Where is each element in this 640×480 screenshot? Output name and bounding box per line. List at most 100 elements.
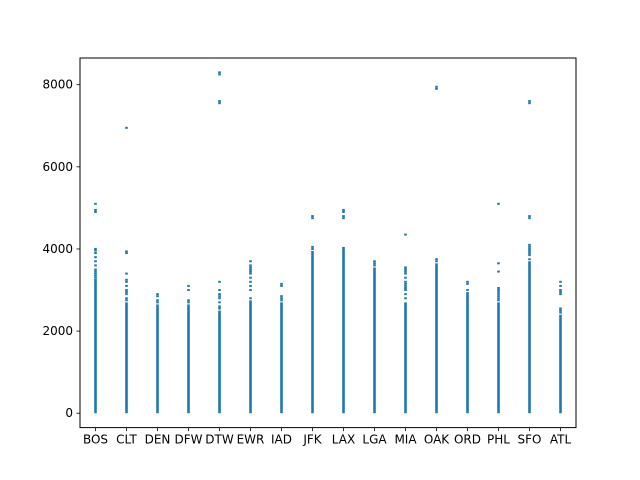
data-point: [218, 71, 221, 74]
x-tick-label: SFO: [518, 433, 542, 447]
data-point: [528, 102, 531, 105]
data-point: [125, 250, 128, 253]
data-point: [559, 293, 562, 296]
data-point: [435, 260, 438, 263]
x-tick-label: PHL: [487, 433, 510, 447]
data-point: [94, 270, 97, 273]
data-point: [373, 262, 376, 265]
data-point: [218, 73, 221, 76]
data-point: [559, 289, 562, 292]
data-point: [404, 266, 407, 269]
data-point: [466, 289, 469, 292]
data-point: [373, 260, 376, 263]
x-axis: BOS CLT DEN DFW DTW EWR IAD JFK LAX LGA MIA OAK ORD P…: [83, 427, 571, 447]
data-point: [280, 299, 283, 302]
data-point: [249, 266, 252, 269]
data-point: [497, 293, 500, 296]
data-point: [218, 293, 221, 296]
data-point: [218, 100, 221, 103]
data-point: [404, 284, 407, 287]
data-point: [497, 270, 500, 273]
data-point: [466, 280, 469, 283]
x-tick-label: ORD: [454, 433, 481, 447]
data-point: [94, 202, 97, 205]
data-point: [311, 245, 314, 248]
y-tick-label: 2000: [42, 324, 73, 338]
data-point: [373, 264, 376, 267]
y-axis: 0 2000 4000 6000 8000: [42, 78, 80, 420]
data-point: [187, 284, 190, 287]
data-point: [249, 270, 252, 273]
data-point: [94, 249, 97, 252]
data-point: [528, 217, 531, 220]
data-column-phl: [497, 302, 500, 414]
data-column-dtw: [218, 310, 221, 414]
data-point: [94, 274, 97, 277]
data-point: [528, 245, 531, 248]
data-point: [497, 286, 500, 289]
data-point: [156, 299, 159, 302]
data-point: [249, 276, 252, 279]
data-point: [435, 87, 438, 90]
data-point: [125, 252, 128, 255]
data-column-ord: [466, 292, 469, 414]
y-tick-label: 0: [65, 406, 73, 420]
data-column-den: [156, 304, 159, 414]
data-point: [187, 299, 190, 302]
data-point: [497, 262, 500, 265]
data-point: [218, 307, 221, 310]
data-point: [311, 215, 314, 218]
data-column-atl: [559, 314, 562, 414]
data-point: [94, 211, 97, 213]
data-column-clt: [125, 302, 128, 414]
data-point: [404, 272, 407, 275]
data-point: [125, 126, 128, 129]
data-point: [435, 258, 438, 261]
data-point: [249, 260, 252, 263]
data-point: [94, 252, 97, 255]
data-point: [528, 247, 531, 250]
data-column-dfw: [187, 304, 190, 414]
x-tick-label: OAK: [424, 433, 450, 447]
data-point: [311, 247, 314, 250]
data-point: [187, 289, 190, 292]
data-column-ewr: [249, 300, 252, 414]
data-point: [94, 276, 97, 279]
data-point: [249, 297, 252, 300]
data-point: [94, 247, 97, 250]
data-column-bos: [94, 278, 97, 414]
data-point: [404, 268, 407, 271]
x-tick-label: LAX: [332, 433, 355, 447]
data-point: [280, 297, 283, 300]
x-tick-label: LGA: [362, 433, 387, 447]
data-point: [497, 202, 500, 205]
data-point: [528, 258, 531, 261]
data-point: [249, 280, 252, 283]
plot-frame: [79, 57, 577, 429]
data-point: [94, 256, 97, 259]
data-point: [404, 282, 407, 285]
data-point: [559, 280, 562, 283]
data-point: [249, 284, 252, 287]
data-point: [404, 270, 407, 273]
data-point: [125, 280, 128, 283]
data-point: [342, 208, 345, 211]
data-point: [528, 243, 531, 246]
data-point: [404, 293, 407, 296]
data-column-iad: [280, 302, 283, 414]
data-column-lga: [373, 267, 376, 414]
data-point: [528, 254, 531, 257]
x-tick-label: MIA: [394, 433, 417, 447]
data-column-mia: [404, 302, 407, 414]
data-point: [125, 297, 128, 300]
data-point: [249, 264, 252, 267]
data-point: [125, 278, 128, 281]
data-point: [280, 282, 283, 285]
data-point: [94, 260, 97, 263]
data-point: [94, 272, 97, 275]
data-point: [218, 297, 221, 300]
data-point: [218, 305, 221, 308]
data-point: [94, 208, 97, 211]
data-point: [497, 295, 500, 298]
data-point: [342, 211, 345, 213]
